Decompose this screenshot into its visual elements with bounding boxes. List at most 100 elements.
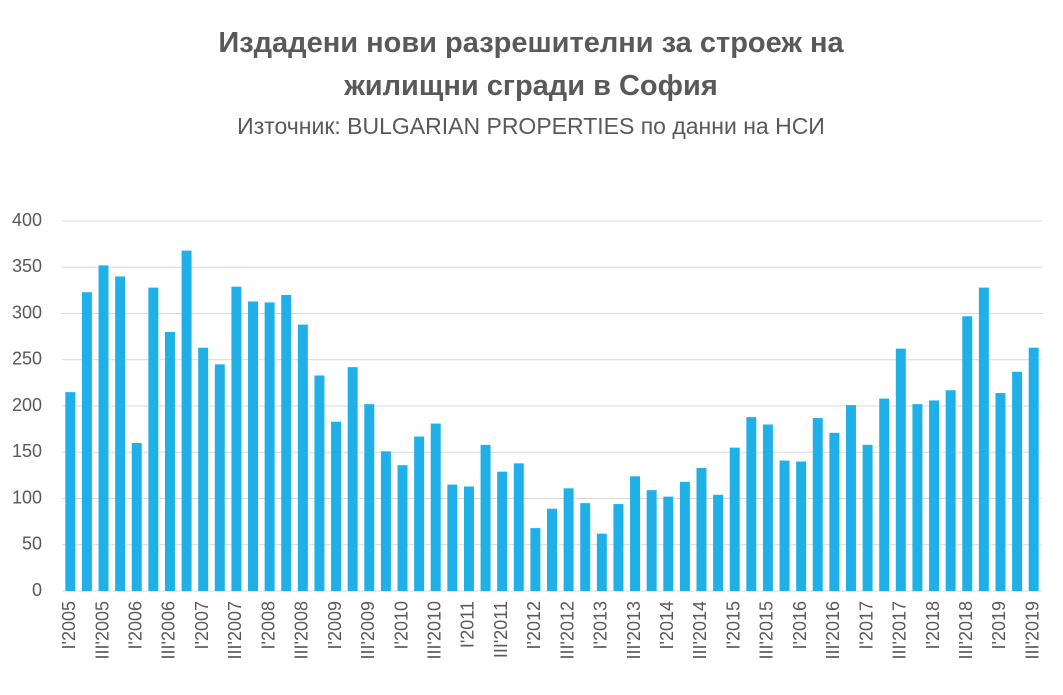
x-tick-label: III'2010 xyxy=(424,601,444,659)
bar xyxy=(679,481,690,591)
bar xyxy=(164,332,175,591)
bar xyxy=(729,447,740,591)
x-tick-label: I'2006 xyxy=(125,601,145,649)
x-tick-label: I'2011 xyxy=(458,601,478,648)
bar xyxy=(380,451,391,591)
chart-title: Издадени нови разрешителни за строеж на xyxy=(218,27,844,59)
y-tick-label: 200 xyxy=(12,395,42,415)
bar xyxy=(497,471,508,591)
x-tick-label: III'2011 xyxy=(491,601,511,658)
x-tick-label: I'2014 xyxy=(657,601,677,649)
x-tick-label: III'2016 xyxy=(823,601,843,659)
bar xyxy=(696,467,707,591)
bar xyxy=(796,461,807,591)
bar xyxy=(995,393,1006,591)
bar xyxy=(762,424,773,591)
bar xyxy=(115,276,126,591)
bar xyxy=(214,364,225,591)
y-tick-label: 350 xyxy=(12,256,42,276)
y-tick-label: 250 xyxy=(12,349,42,369)
bar xyxy=(929,400,940,591)
x-tick-label: I'2010 xyxy=(391,601,411,649)
bar xyxy=(596,533,607,591)
x-tick-label: III'2009 xyxy=(358,601,378,659)
x-tick-label: I'2017 xyxy=(856,601,876,649)
chart-subtitle: Източник: BULGARIAN PROPERTIES по данни … xyxy=(237,113,825,139)
bar xyxy=(912,404,923,591)
y-tick-label: 50 xyxy=(22,534,42,554)
bar xyxy=(978,287,989,591)
bar xyxy=(248,301,258,591)
bar xyxy=(846,405,856,591)
bar xyxy=(812,418,823,591)
bar xyxy=(779,460,790,591)
bar xyxy=(663,496,674,591)
bar xyxy=(613,504,624,591)
x-tick-label: III'2008 xyxy=(292,601,312,659)
bar xyxy=(829,432,840,591)
bar xyxy=(65,392,76,591)
bar xyxy=(713,494,724,591)
bar xyxy=(630,476,641,591)
x-tick-label: I'2007 xyxy=(192,601,212,649)
x-tick-label: III'2017 xyxy=(890,601,910,659)
bar xyxy=(895,348,906,591)
bar xyxy=(297,324,308,591)
bar xyxy=(98,265,109,591)
bar xyxy=(563,488,574,591)
bar xyxy=(81,292,92,591)
bar xyxy=(547,508,557,591)
y-tick-label: 100 xyxy=(12,487,42,507)
x-tick-label: I'2015 xyxy=(723,601,743,649)
x-tick-label: III'2007 xyxy=(225,601,245,659)
bar xyxy=(862,444,873,591)
bar xyxy=(746,417,757,591)
x-tick-label: I'2013 xyxy=(591,601,611,649)
bar xyxy=(480,444,491,591)
x-tick-label: III'2014 xyxy=(690,601,710,659)
bar xyxy=(331,421,342,591)
bar xyxy=(646,490,657,591)
bar xyxy=(264,302,275,591)
bar xyxy=(879,398,890,591)
bar xyxy=(364,404,375,591)
bar xyxy=(414,436,425,591)
x-tick-label: I'2012 xyxy=(524,601,544,649)
bar xyxy=(1028,347,1039,591)
bar xyxy=(347,367,358,591)
bar xyxy=(463,486,474,591)
x-tick-label: I'2005 xyxy=(59,601,79,649)
bar xyxy=(281,295,292,591)
x-tick-label: III'2018 xyxy=(956,601,976,659)
bar xyxy=(962,316,973,591)
y-tick-label: 0 xyxy=(32,580,42,600)
y-tick-label: 150 xyxy=(12,441,42,461)
y-tick-label: 300 xyxy=(12,302,42,322)
bar xyxy=(580,503,591,591)
x-tick-label: I'2016 xyxy=(790,601,810,649)
bar xyxy=(513,463,524,591)
bar xyxy=(1012,371,1023,591)
bar xyxy=(530,528,541,591)
x-tick-label: III'2005 xyxy=(92,601,112,659)
bar xyxy=(447,484,458,591)
bar xyxy=(148,287,159,591)
x-tick-label: I'2008 xyxy=(258,601,278,649)
x-tick-label: III'2013 xyxy=(624,601,644,659)
y-tick-label: 400 xyxy=(12,210,42,230)
bar xyxy=(314,375,325,591)
x-tick-label: I'2018 xyxy=(923,601,943,649)
bar xyxy=(430,423,441,591)
x-tick-label: I'2019 xyxy=(989,601,1009,649)
bar xyxy=(181,250,192,591)
x-tick-label: III'2015 xyxy=(757,601,777,659)
x-tick-label: III'2019 xyxy=(1022,601,1042,659)
x-tick-label: III'2006 xyxy=(159,601,179,659)
x-tick-label: I'2009 xyxy=(325,601,345,649)
x-tick-label: III'2012 xyxy=(557,601,577,659)
chart-title: жилищни сгради в София xyxy=(343,70,718,102)
bar xyxy=(198,347,209,591)
bar xyxy=(945,390,956,591)
bar xyxy=(397,465,408,591)
